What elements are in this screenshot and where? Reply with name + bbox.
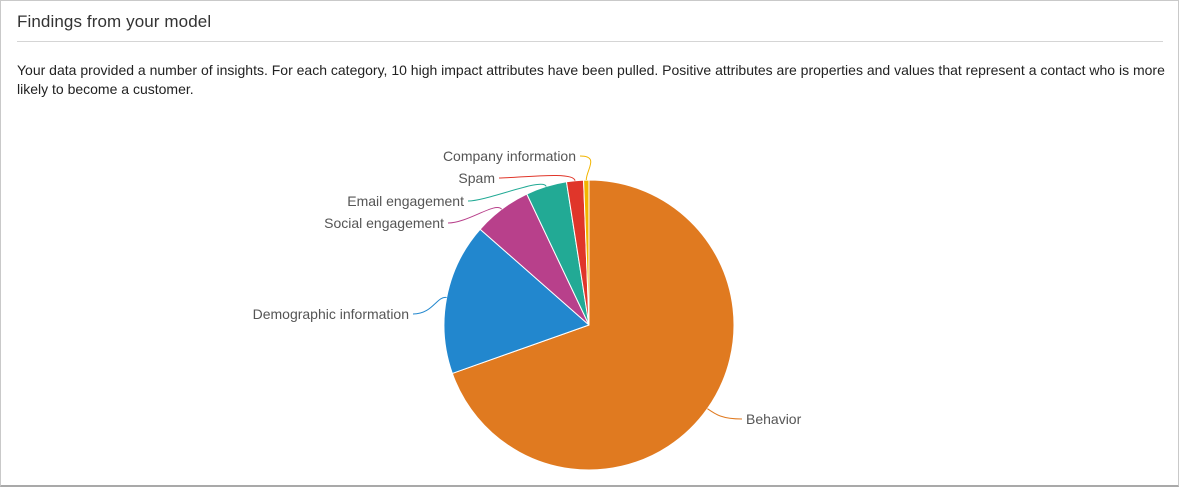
label-company-information: Company information <box>443 148 576 164</box>
title-divider <box>17 41 1163 42</box>
label-behavior: Behavior <box>746 411 802 427</box>
pie-slice-behavior[interactable] <box>451 179 735 471</box>
connector-spam <box>498 174 576 181</box>
connector-behavior <box>707 408 743 420</box>
connector-company-information <box>579 155 592 181</box>
label-email-engagement: Email engagement <box>347 193 464 209</box>
pie-slice-demographic-information[interactable] <box>443 228 590 374</box>
connector-demographic-information <box>412 297 447 315</box>
label-demographic-information: Demographic information <box>253 306 409 322</box>
panel-title: Findings from your model <box>17 12 212 31</box>
label-spam: Spam <box>458 170 495 186</box>
label-social-engagement: Social engagement <box>324 215 444 231</box>
panel-description: Your data provided a number of insights.… <box>17 62 1165 97</box>
connector-social-engagement <box>447 207 503 224</box>
connector-email-engagement <box>467 183 547 202</box>
